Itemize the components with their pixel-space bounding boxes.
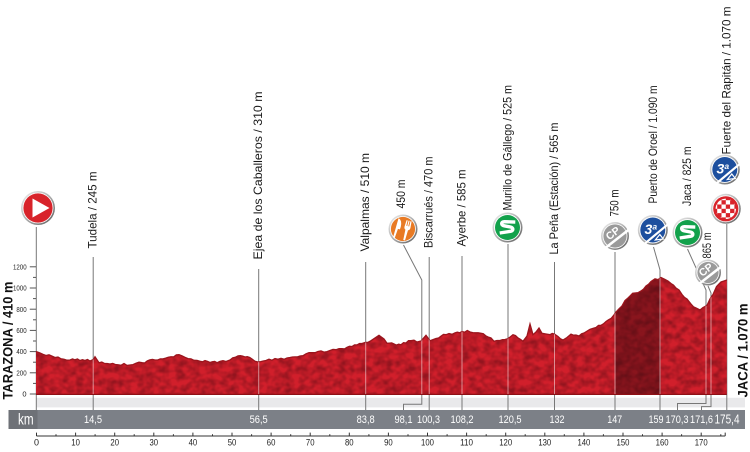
svg-text:Puerto de Oroel / 1.090 m: Puerto de Oroel / 1.090 m bbox=[646, 85, 660, 203]
svg-text:100: 100 bbox=[421, 438, 434, 448]
svg-text:0: 0 bbox=[34, 438, 39, 448]
svg-text:120: 120 bbox=[499, 438, 512, 448]
svg-text:10: 10 bbox=[71, 438, 80, 448]
svg-text:Valpalmas / 510 m: Valpalmas / 510 m bbox=[358, 153, 372, 252]
svg-text:40: 40 bbox=[189, 438, 198, 448]
svg-text:Fuerte del Rapitán / 1.070 m: Fuerte del Rapitán / 1.070 m bbox=[719, 6, 733, 154]
svg-text:14,5: 14,5 bbox=[84, 414, 102, 426]
svg-text:80: 80 bbox=[345, 438, 354, 448]
svg-text:120,5: 120,5 bbox=[498, 414, 521, 426]
svg-text:Biscarrués / 470 m: Biscarrués / 470 m bbox=[422, 156, 436, 248]
svg-text:450 m: 450 m bbox=[394, 179, 408, 208]
svg-text:km: km bbox=[18, 412, 34, 429]
svg-text:170,3: 170,3 bbox=[665, 414, 688, 426]
svg-text:83,8: 83,8 bbox=[357, 414, 375, 426]
svg-text:108,2: 108,2 bbox=[450, 414, 473, 426]
svg-text:150: 150 bbox=[617, 438, 630, 448]
svg-text:La Peña (Estación) / 565 m: La Peña (Estación) / 565 m bbox=[547, 122, 561, 254]
svg-text:JACA / 1.070 m: JACA / 1.070 m bbox=[735, 304, 750, 398]
svg-text:100,3: 100,3 bbox=[417, 414, 440, 426]
svg-text:30: 30 bbox=[150, 438, 159, 448]
svg-text:600: 600 bbox=[16, 326, 26, 335]
svg-text:110: 110 bbox=[460, 438, 473, 448]
svg-text:60: 60 bbox=[267, 438, 276, 448]
svg-text:130: 130 bbox=[538, 438, 551, 448]
svg-text:175,4: 175,4 bbox=[715, 413, 740, 427]
svg-text:132: 132 bbox=[550, 414, 565, 426]
svg-text:140: 140 bbox=[577, 438, 590, 448]
svg-text:160: 160 bbox=[656, 438, 669, 448]
svg-text:Jaca / 825 m: Jaca / 825 m bbox=[680, 146, 694, 206]
svg-text:Tudela / 245 m: Tudela / 245 m bbox=[86, 171, 100, 248]
svg-text:56,5: 56,5 bbox=[250, 414, 268, 426]
svg-text:90: 90 bbox=[384, 438, 393, 448]
svg-text:147: 147 bbox=[607, 414, 622, 426]
svg-text:TARAZONA / 410 m: TARAZONA / 410 m bbox=[0, 282, 15, 400]
svg-text:865 m: 865 m bbox=[700, 232, 714, 258]
svg-text:0: 0 bbox=[22, 390, 26, 399]
svg-text:159: 159 bbox=[649, 414, 664, 426]
svg-text:98,1: 98,1 bbox=[394, 414, 412, 426]
svg-text:1200: 1200 bbox=[13, 262, 27, 271]
svg-text:Ayerbe / 585 m: Ayerbe / 585 m bbox=[454, 169, 468, 246]
svg-text:200: 200 bbox=[16, 368, 26, 377]
svg-text:Ejea de los Caballeros / 310 m: Ejea de los Caballeros / 310 m bbox=[251, 91, 265, 259]
svg-text:Murillo de Gállego / 525 m: Murillo de Gállego / 525 m bbox=[500, 85, 514, 211]
svg-text:170: 170 bbox=[695, 438, 708, 448]
svg-text:70: 70 bbox=[306, 438, 315, 448]
svg-text:171,6: 171,6 bbox=[690, 414, 713, 426]
svg-text:400: 400 bbox=[16, 347, 26, 356]
svg-text:50: 50 bbox=[228, 438, 237, 448]
svg-text:800: 800 bbox=[16, 305, 26, 314]
svg-text:1000: 1000 bbox=[13, 284, 27, 293]
svg-text:750 m: 750 m bbox=[607, 189, 621, 216]
svg-text:20: 20 bbox=[110, 438, 119, 448]
